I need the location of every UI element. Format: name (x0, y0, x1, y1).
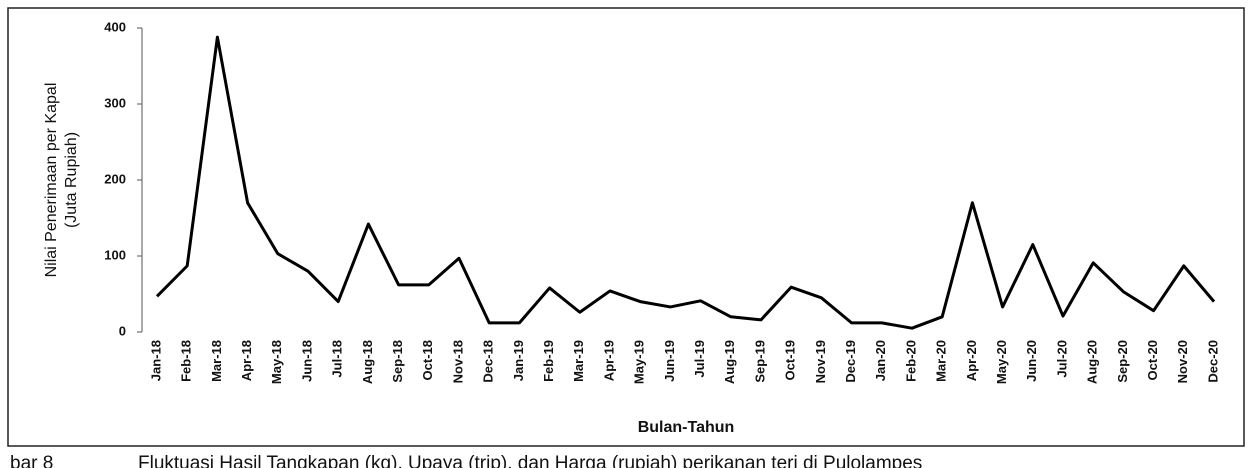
x-tick-label: Aug-20 (1085, 340, 1100, 384)
x-tick-label: Feb-18 (179, 340, 194, 382)
x-tick-label: May-20 (994, 340, 1009, 384)
chart-frame (7, 7, 1245, 447)
x-tick-label: Jul-20 (1054, 340, 1069, 378)
x-axis-title: Bulan-Tahun (638, 419, 735, 436)
y-axis-title-line: Nilai Penerimaan per Kapal (43, 83, 60, 278)
y-tick-label: 100 (104, 247, 126, 262)
x-tick-label: Apr-18 (239, 340, 254, 381)
x-tick-label: Oct-19 (783, 340, 798, 380)
caption-text: Fluktuasi Hasil Tangkapan (kg), Upaya (t… (138, 453, 922, 468)
x-tick-label: Oct-20 (1145, 340, 1160, 380)
y-axis-title: Nilai Penerimaan per Kapal (Juta Rupiah) (43, 83, 80, 278)
caption-number: bar 8 (10, 453, 53, 468)
data-line (155, 35, 1216, 330)
x-tick-label: Dec-19 (843, 340, 858, 383)
x-tick-label: Jun-18 (299, 340, 314, 382)
x-tick-label: Dec-18 (481, 340, 496, 383)
x-tick-label: Dec-20 (1205, 340, 1220, 383)
x-tick-label: Mar-18 (209, 340, 224, 382)
x-tick-label: Apr-20 (964, 340, 979, 381)
x-tick-label: Jun-19 (662, 340, 677, 382)
x-tick-label: Feb-20 (903, 340, 918, 382)
y-tick-label: 200 (104, 171, 126, 186)
x-tick-label: May-19 (632, 340, 647, 384)
x-tick-label: Nov-20 (1175, 340, 1190, 383)
x-tick-label: Jan-20 (873, 340, 888, 381)
x-tick-label: Sep-18 (390, 340, 405, 383)
x-tick-label: Apr-19 (601, 340, 616, 381)
y-tick-label: 0 (119, 323, 126, 338)
x-tick-label: Aug-19 (722, 340, 737, 384)
x-tick-label: Jan-19 (511, 340, 526, 381)
y-axis-title-line: (Juta Rupiah) (63, 132, 80, 228)
x-tick-label: Jul-18 (330, 340, 345, 378)
x-tick-label: Sep-19 (752, 340, 767, 383)
x-tick-label: Nov-18 (450, 340, 465, 383)
x-tick-label: Sep-20 (1115, 340, 1130, 383)
x-tick-label: Jun-20 (1024, 340, 1039, 382)
x-tick-label: May-18 (269, 340, 284, 384)
y-tick-label: 400 (104, 19, 126, 34)
y-tick-label: 300 (104, 95, 126, 110)
x-tick-label: Jul-19 (692, 340, 707, 378)
x-tick-label: Aug-18 (360, 340, 375, 384)
x-tick-label: Mar-19 (571, 340, 586, 382)
x-tick-label: Jan-18 (148, 340, 163, 381)
x-tick-label: Nov-19 (813, 340, 828, 383)
x-tick-label: Mar-20 (934, 340, 949, 382)
x-tick-label: Oct-18 (420, 340, 435, 380)
x-tick-label: Feb-19 (541, 340, 556, 382)
